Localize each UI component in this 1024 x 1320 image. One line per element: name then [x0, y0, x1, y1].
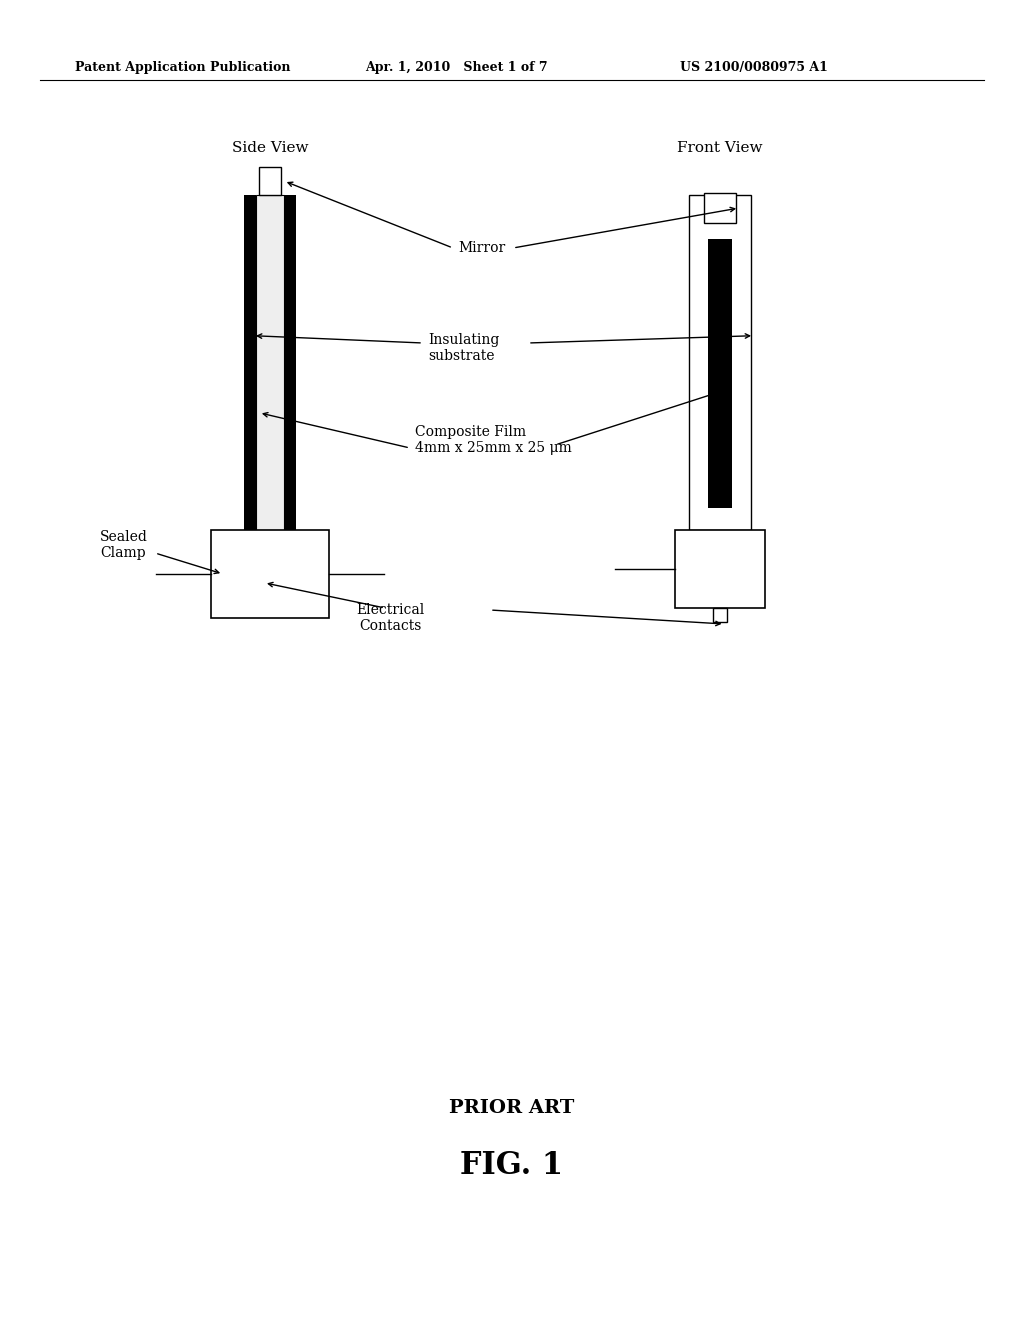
Text: Apr. 1, 2010   Sheet 1 of 7: Apr. 1, 2010 Sheet 1 of 7	[365, 62, 548, 74]
Bar	[256, 195, 284, 531]
Text: Composite Film
4mm x 25mm x 25 μm: Composite Film 4mm x 25mm x 25 μm	[415, 425, 571, 455]
Bar	[211, 531, 329, 618]
Bar	[689, 195, 751, 531]
Bar	[259, 168, 281, 195]
Text: Front View: Front View	[677, 141, 763, 154]
Text: Sealed
Clamp: Sealed Clamp	[100, 529, 147, 560]
Bar	[284, 195, 296, 531]
Bar	[713, 609, 727, 622]
Text: Side View: Side View	[231, 141, 308, 154]
Text: Electrical
Contacts: Electrical Contacts	[356, 603, 424, 634]
Text: US 2100/0080975 A1: US 2100/0080975 A1	[680, 62, 827, 74]
Text: FIG. 1: FIG. 1	[461, 1150, 563, 1180]
Bar	[675, 531, 765, 609]
Text: Insulating
substrate: Insulating substrate	[428, 333, 500, 363]
Bar	[708, 239, 732, 508]
Text: Patent Application Publication: Patent Application Publication	[75, 62, 291, 74]
Text: PRIOR ART: PRIOR ART	[450, 1100, 574, 1117]
Text: Mirror: Mirror	[458, 242, 505, 255]
Bar	[705, 193, 736, 223]
Bar	[244, 195, 256, 531]
